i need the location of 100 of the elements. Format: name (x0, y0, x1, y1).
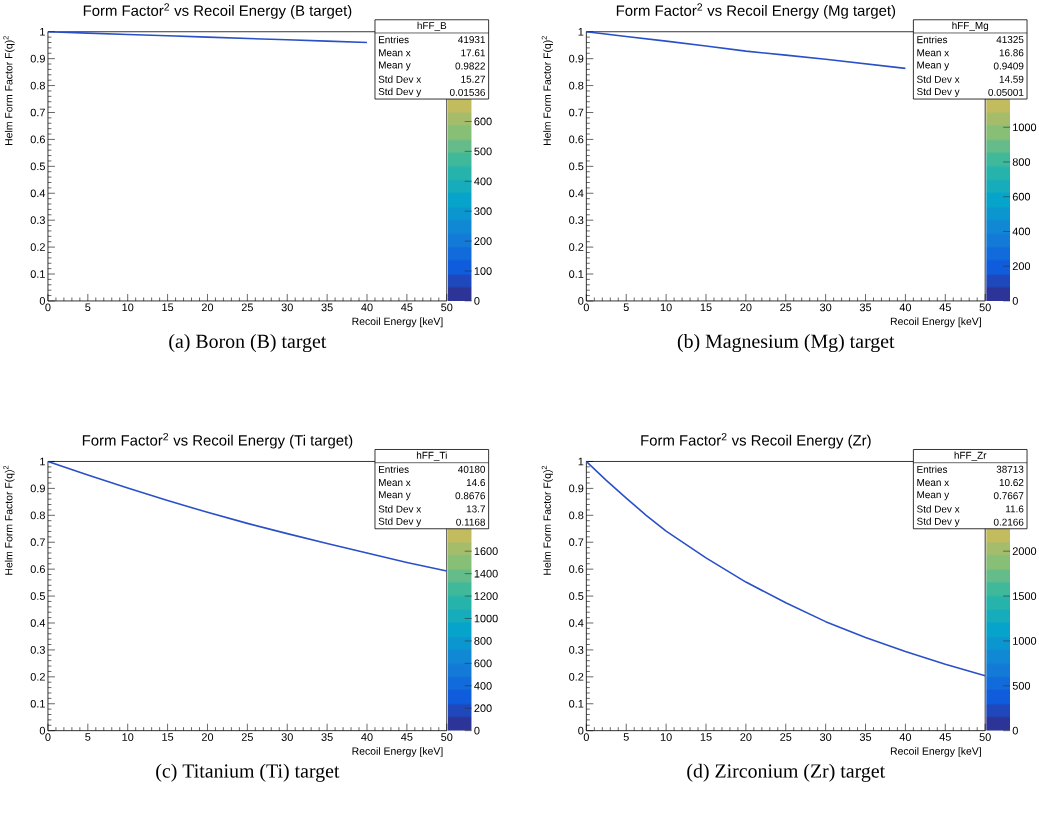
x-tick-label: 30 (281, 303, 293, 311)
y-tick-label: 0.2 (569, 243, 584, 251)
x-tick-label: 10 (122, 303, 134, 311)
color-bar-label: 1000 (1013, 123, 1037, 131)
x-tick-label: 30 (819, 303, 832, 311)
x-tick-label: 0 (45, 733, 51, 741)
y-tick-label: 0.8 (569, 511, 584, 519)
x-tick-label: 15 (700, 733, 712, 741)
x-tick-label: 45 (401, 303, 413, 311)
x-tick-label: 5 (623, 733, 629, 741)
x-tick-label: 50 (441, 303, 453, 311)
y-tick-label: 1 (578, 27, 584, 36)
annotation: Entries (378, 35, 409, 44)
chart-title: Form Factor$^{2}$ vs Recoil Energy (B target) (83, 3, 352, 19)
x-tick-label: 20 (740, 303, 752, 311)
x-tick-label: 40 (361, 303, 373, 311)
annotation: Mean y (378, 61, 411, 71)
x-tick-label: 20 (201, 303, 214, 311)
y-axis-title: Helm Form Factor F(q)$^{2}$ (541, 35, 553, 145)
x-tick-label: 45 (939, 303, 951, 311)
color-bar-label: 800 (474, 636, 492, 645)
text: 0.7667 (993, 492, 1024, 500)
x-tick-label: 20 (201, 733, 214, 741)
color-bar-label: 800 (1012, 157, 1031, 166)
x-tick-label: 25 (780, 303, 792, 311)
color-bar-label: 400 (1012, 227, 1031, 236)
y-tick-label: 0.4 (569, 618, 584, 627)
x-tick-label: 35 (859, 733, 872, 741)
annotation: Entries (917, 465, 948, 473)
text: hFF_B (417, 21, 447, 31)
y-tick-label: 0.5 (569, 162, 584, 171)
annotation: Entries (917, 35, 948, 44)
x-tick-label: 15 (700, 303, 712, 311)
text: 11.6 (1006, 505, 1024, 513)
x-tick-label: 35 (321, 733, 333, 741)
color-bar-label: 200 (474, 237, 492, 245)
x-tick-label: 35 (321, 303, 333, 311)
x-tick-label: 50 (979, 303, 991, 311)
text: 16.86 (999, 49, 1024, 57)
text: 14.6 (466, 478, 486, 486)
color-bar-label: 200 (1012, 262, 1031, 270)
color-bar-label: 300 (474, 207, 492, 215)
y-tick-label: 0.4 (30, 618, 46, 627)
x-tick-label: 40 (361, 733, 373, 741)
text: 15.27 (461, 75, 485, 83)
text: hFF_Zr (954, 451, 987, 461)
text: 0.05001 (988, 88, 1024, 96)
annotation: Std Dev y (378, 87, 422, 97)
y-tick-label: 0.5 (30, 162, 45, 171)
annotation: Std Dev y (378, 517, 422, 527)
y-tick-label: 0.8 (569, 81, 584, 90)
x-tick-label: 50 (441, 733, 453, 741)
y-tick-label: 0.3 (569, 645, 584, 654)
x-tick-label: 10 (660, 733, 672, 741)
y-tick-label: 0.7 (30, 538, 45, 546)
y-tick-label: 0.6 (569, 135, 584, 144)
color-bar-label: 100 (474, 266, 492, 275)
text: (a) Boron (B) target (169, 333, 327, 352)
text: 14.59 (999, 75, 1024, 83)
annotation: Mean x (378, 478, 411, 486)
y-tick-label: 1 (40, 27, 45, 36)
y-tick-label: 0.9 (569, 54, 584, 63)
text: hFF_Ti (416, 451, 447, 461)
x-tick-label: 50 (979, 733, 991, 741)
x-tick-label: 10 (122, 733, 134, 741)
x-tick-label: 35 (859, 303, 872, 311)
annotation: Std Dev y (917, 517, 960, 527)
color-bar-label: 1500 (1013, 592, 1037, 600)
y-tick-label: 0.6 (30, 565, 45, 573)
annotation: Std Dev x (378, 75, 422, 83)
color-bar-label: 0 (474, 296, 480, 305)
color-bar-label: 600 (474, 117, 492, 126)
text: 0.1168 (456, 518, 486, 526)
color-bar-label: 0 (474, 726, 480, 735)
text: 0.9822 (455, 62, 485, 70)
x-tick-label: 20 (740, 733, 752, 741)
y-tick-label: 0.8 (30, 81, 45, 90)
x-tick-label: 5 (85, 733, 91, 741)
text: hFF_Mg (952, 21, 989, 31)
text: 10.62 (999, 478, 1024, 486)
y-tick-label: 0.4 (30, 189, 46, 197)
x-tick-label: 15 (162, 303, 174, 311)
color-bar-label: 500 (474, 147, 492, 156)
y-tick-label: 0.3 (30, 645, 45, 654)
y-tick-label: 0 (39, 726, 45, 735)
y-tick-label: 0.9 (30, 54, 45, 63)
text: (d) Zirconium (Zr) target (687, 763, 886, 782)
color-bar-label: 600 (474, 659, 492, 668)
y-tick-label: 0.9 (30, 484, 45, 493)
color-bar-label: 1600 (474, 547, 498, 555)
annotation: Std Dev y (917, 87, 960, 97)
x-tick-label: 5 (85, 303, 91, 311)
y-tick-label: 0.5 (30, 592, 45, 600)
y-axis-title: Helm Form Factor F(q)$^{2}$ (3, 35, 15, 145)
y-tick-label: 0.3 (569, 216, 584, 224)
y-tick-label: 1 (40, 457, 45, 466)
x-tick-label: 45 (939, 733, 951, 741)
annotation: Entries (378, 465, 409, 473)
chart-title: Form Factor$^{2}$ vs Recoil Energy (Mg target) (616, 3, 896, 19)
x-axis-title: Recoil Energy [keV] (352, 746, 443, 757)
